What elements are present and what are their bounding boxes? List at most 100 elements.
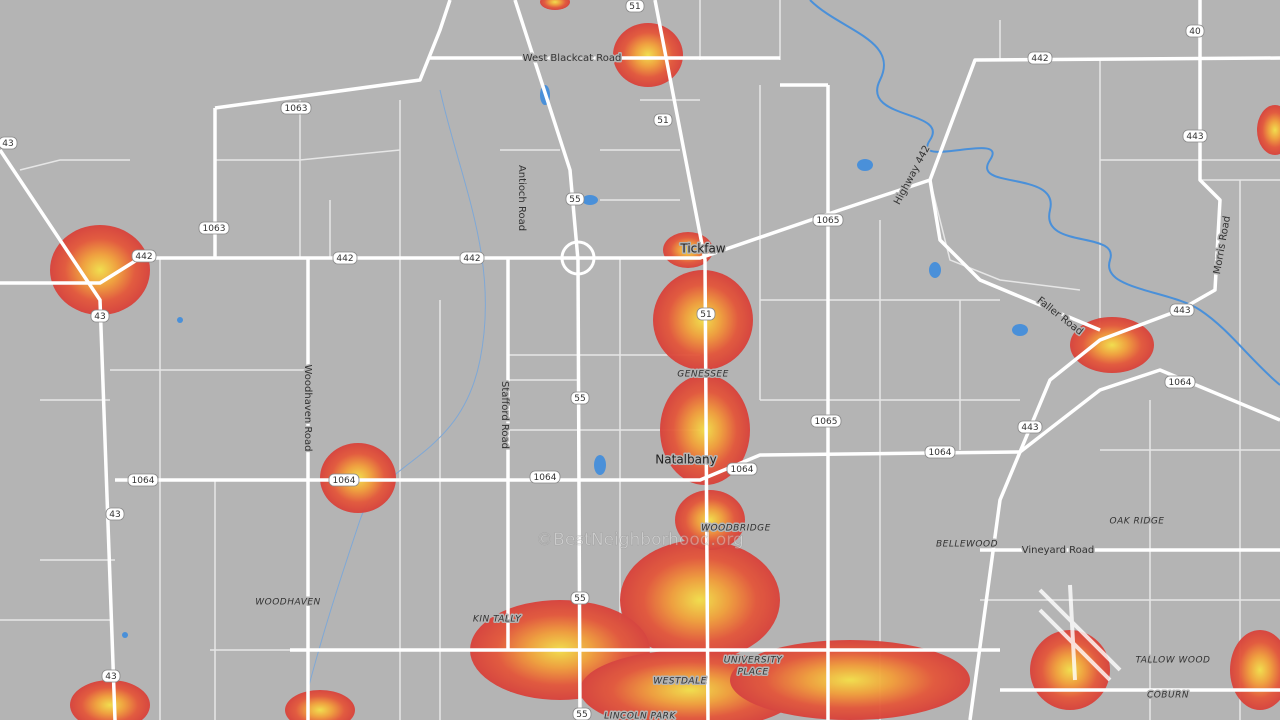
route-shield — [105, 507, 125, 521]
place-label: WOODHAVEN — [255, 598, 321, 608]
route-shield — [1027, 51, 1053, 65]
heat-area — [285, 690, 355, 720]
route-number: 443 — [1186, 132, 1203, 142]
minor-road — [215, 149, 401, 161]
route-shield — [570, 591, 590, 605]
route-shield — [280, 101, 312, 115]
place-label: BELLEWOOD — [936, 540, 998, 550]
route-number: 1064 — [1169, 378, 1192, 388]
route-shield — [572, 707, 592, 720]
route-shield — [459, 251, 485, 265]
heat-area — [1257, 105, 1280, 155]
route-number: 43 — [94, 312, 105, 322]
heat-area — [50, 225, 150, 315]
watermark: ©BestNeighborhood.org — [536, 530, 744, 550]
water-body — [177, 317, 183, 323]
main-road — [653, 0, 710, 720]
road-label: Vineyard Road — [1022, 545, 1095, 556]
route-number: 43 — [109, 510, 120, 520]
water-body — [929, 262, 941, 278]
road-label: Faller Road — [1035, 295, 1085, 338]
route-number: 1065 — [817, 216, 840, 226]
route-number: 1064 — [132, 476, 155, 486]
route-shield — [328, 473, 360, 487]
route-shield — [529, 470, 561, 484]
heat-area — [1070, 317, 1154, 373]
main-road — [0, 149, 117, 720]
road-label: Highway 442 — [892, 144, 932, 207]
minor-road — [19, 159, 130, 171]
route-shield — [570, 391, 590, 405]
route-shield — [1017, 420, 1043, 434]
main-road — [0, 56, 1280, 285]
heat-area — [730, 640, 970, 720]
route-number: 43 — [2, 139, 13, 149]
compass-mark — [1038, 584, 1122, 682]
route-number: 43 — [105, 672, 116, 682]
route-shield — [127, 473, 159, 487]
route-shield — [924, 445, 956, 459]
place-label: WESTDALE — [653, 677, 707, 687]
place-label: GENESSEE — [677, 370, 729, 380]
route-number: 51 — [629, 2, 640, 12]
creek — [299, 89, 486, 720]
town-label: Natalbany — [655, 453, 716, 467]
road-label: Morris Road — [1212, 215, 1233, 275]
water-body — [594, 455, 606, 475]
water-body — [1012, 324, 1028, 336]
route-shield — [625, 0, 645, 13]
place-label: TALLOW WOOD — [1136, 656, 1211, 666]
road-label: Antioch Road — [516, 165, 527, 231]
route-number: 1065 — [815, 417, 838, 427]
route-shield — [1169, 303, 1195, 317]
route-shield — [1164, 375, 1196, 389]
place-label: UNIVERSITY — [724, 656, 783, 666]
route-number: 1064 — [333, 476, 356, 486]
route-number: 442 — [336, 254, 353, 264]
place-label: PLACE — [737, 668, 768, 678]
place-label: WOODBRIDGE — [701, 524, 771, 534]
route-shield — [565, 192, 585, 206]
route-number: 442 — [1031, 54, 1048, 64]
water-body — [122, 632, 128, 638]
town-label: Tickfaw — [679, 242, 725, 256]
route-number: 55 — [574, 394, 585, 404]
route-shield — [1182, 129, 1208, 143]
route-shield — [90, 309, 110, 323]
route-number: 1063 — [285, 104, 308, 114]
route-shield — [653, 113, 673, 127]
route-shield — [726, 462, 758, 476]
place-label: LINCOLN PARK — [604, 712, 676, 720]
route-number: 1064 — [929, 448, 952, 458]
route-number: 1063 — [203, 224, 226, 234]
place-label: COBURN — [1147, 691, 1189, 701]
place-label: KIN TALLY — [473, 615, 522, 625]
road-label: West Blackcat Road — [523, 53, 622, 64]
route-shield — [131, 249, 157, 263]
heat-area — [540, 0, 570, 10]
route-number: 442 — [463, 254, 480, 264]
road-label: Stafford Road — [499, 381, 510, 449]
route-number: 1064 — [534, 473, 557, 483]
water-body — [582, 195, 598, 205]
route-number: 51 — [657, 116, 668, 126]
route-shield — [101, 669, 121, 683]
waterways — [122, 0, 1280, 720]
route-shield — [332, 251, 358, 265]
route-number: 55 — [574, 594, 585, 604]
heat-area — [675, 490, 745, 550]
route-number: 443 — [1021, 423, 1038, 433]
route-number: 443 — [1173, 306, 1190, 316]
route-shield — [812, 213, 844, 227]
route-shield — [0, 136, 18, 150]
road-label: Woodhaven Road — [302, 364, 313, 451]
main-road — [513, 0, 582, 720]
route-shield — [810, 414, 842, 428]
water-body — [857, 159, 873, 171]
place-label: OAK RIDGE — [1109, 517, 1164, 527]
route-shield — [198, 221, 230, 235]
route-shield — [696, 307, 716, 321]
